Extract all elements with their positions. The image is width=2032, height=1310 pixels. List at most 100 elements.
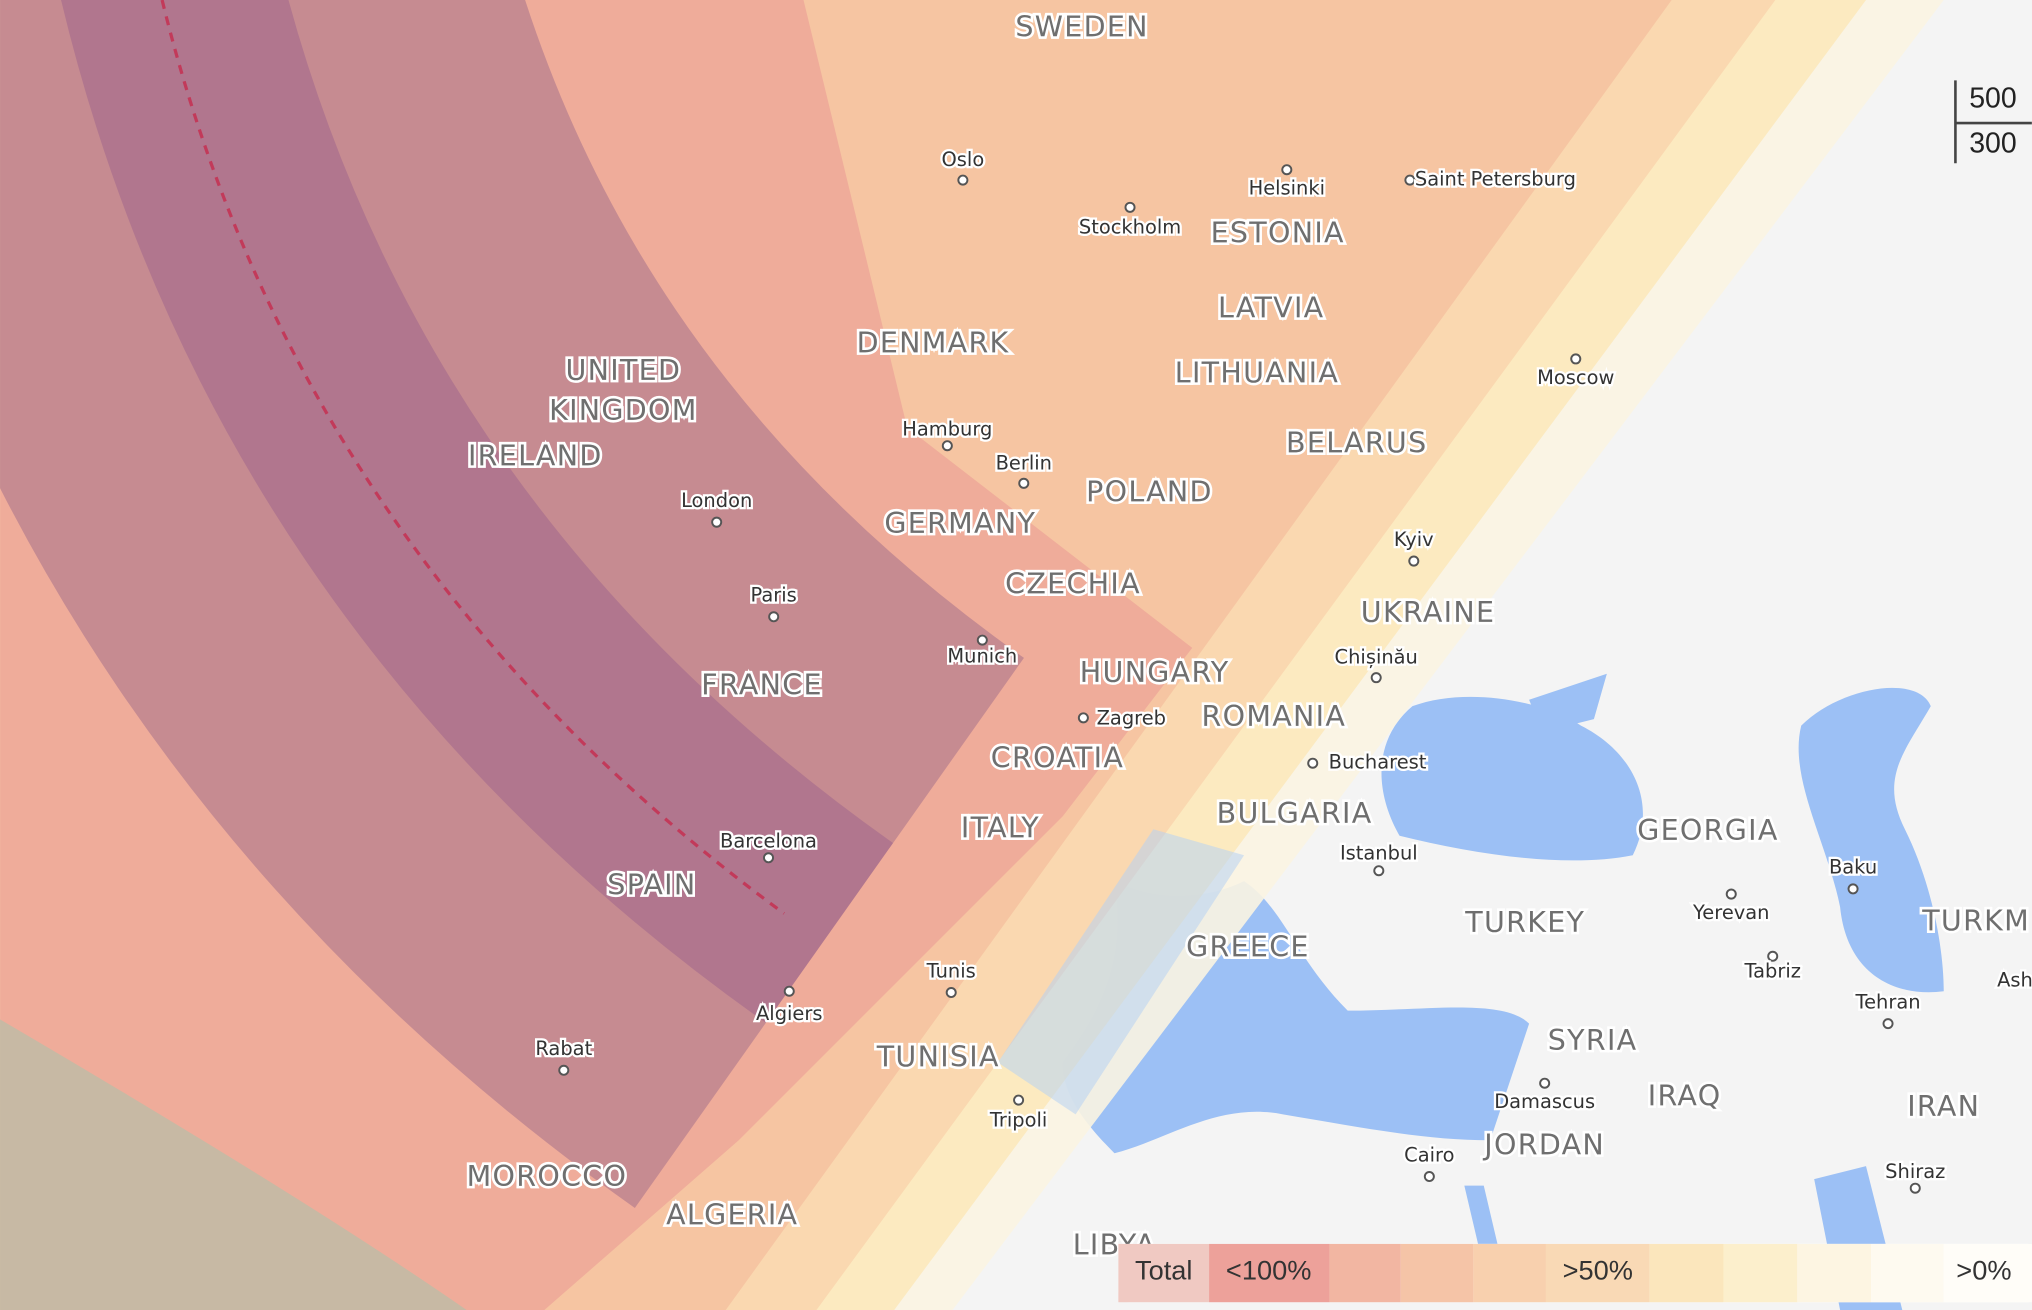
city-label: Oslo [942,148,985,171]
country-label: CROATIA [991,741,1124,774]
center-line [160,0,786,915]
city-label: Istanbul [1340,841,1418,864]
country-label: GEORGIA [1637,814,1778,847]
legend-swatch [1797,1243,1872,1303]
path-inner [61,0,894,1023]
path-outer [0,0,1026,1208]
city-label: Baku [1829,856,1877,879]
country-label: SPAIN [607,868,696,901]
legend-swatch [1400,1243,1474,1303]
city-dot [1408,555,1420,567]
city-dot [1404,174,1416,186]
country-label: SYRIA [1548,1024,1638,1057]
city-label: Hamburg [902,418,992,441]
city-label: Helsinki [1249,177,1325,200]
country-label: UKRAINE [1361,596,1496,629]
legend-label: <100% [1226,1255,1311,1286]
city-dot [1847,883,1859,895]
city-dot [1018,477,1030,489]
city-label: Ash [1997,968,2032,991]
city-dot [768,611,780,623]
country-label: ITALY [961,811,1040,844]
country-label: FRANCE [701,669,823,702]
city-label: Bucharest [1329,751,1427,774]
city-dot [941,440,953,452]
city-label: Cairo [1404,1143,1454,1166]
country-label: BULGARIA [1217,797,1373,830]
legend-swatch [1473,1243,1546,1303]
legend-label: >50% [1563,1255,1633,1286]
city-label: Kyiv [1394,528,1434,551]
city-dot [558,1064,570,1076]
city-label: Tunis [926,959,976,982]
legend-swatch [1118,1243,1210,1303]
country-label: IRAN [1907,1090,1980,1123]
city-dot [1370,672,1382,684]
city-dot [1767,950,1779,962]
city-label: Moscow [1537,366,1614,389]
city-dot [1013,1094,1025,1106]
city-dot [763,852,775,864]
city-dot [1539,1077,1551,1089]
city-label: Barcelona [720,830,817,853]
city-label: Saint Petersburg [1415,168,1576,191]
city-dot [1077,712,1089,724]
legend-swatch [1545,1243,1650,1303]
legend-swatch [1649,1243,1724,1303]
legend-swatch [1329,1243,1401,1303]
city-dot [1909,1182,1921,1194]
labels: SWEDEN UNITED KINGDOM IRELAND DENMARK ESTONIA… [464,8,2032,1264]
city-label: Yerevan [1692,901,1769,924]
city-label: Tehran [1855,990,1921,1013]
country-label: CZECHIA [1005,568,1141,601]
country-label: DENMARK [857,327,1010,360]
city-dot [976,634,988,646]
city-dot [1423,1171,1435,1183]
city-label: Zagreb [1097,707,1166,730]
city-dot [945,987,957,999]
country-label: SWEDEN [1015,11,1148,44]
country-label: HUNGARY [1080,656,1230,689]
city-dot [1570,353,1582,365]
city-label: Tripoli [989,1108,1047,1131]
legend: Total <100% >50% >0% [1118,1243,2032,1303]
country-label: UNITED [566,354,682,387]
country-label: JORDAN [1482,1129,1605,1162]
city-label: Chișinău [1335,646,1418,669]
scale-label: 500 [1969,82,2017,114]
city-label: Munich [947,644,1017,667]
band-pink [0,0,1193,1310]
city-dot [957,174,969,186]
city-dot [1373,865,1385,877]
country-label: TURKM [1921,905,2030,938]
azov-sea [1529,673,1607,733]
country-label: LATVIA [1218,292,1324,325]
city-label: Algiers [756,1002,822,1025]
country-label: LITHUANIA [1175,356,1339,389]
black-sea [1381,696,1643,861]
legend-swatch [1209,1243,1330,1303]
country-label: ROMANIA [1202,700,1347,733]
city-dot [1281,164,1293,176]
legend-title: Total [1135,1255,1192,1286]
city-label: Rabat [535,1037,592,1060]
caspian-sea [1798,687,1944,993]
country-label: GERMANY [884,507,1036,540]
city-label: Damascus [1494,1090,1595,1113]
country-label: GREECE [1186,930,1310,963]
city-dot [711,516,723,528]
city-dot [1307,757,1319,769]
band-outer [0,1019,467,1310]
country-label: KINGDOM [549,394,698,427]
country-label: TURKEY [1464,906,1585,939]
city-dot [783,985,795,997]
legend-swatch [1871,1243,1944,1303]
city-label: Stockholm [1079,216,1181,239]
country-label: POLAND [1086,476,1213,509]
country-label: BELARUS [1286,426,1427,459]
city-label: Paris [751,584,797,607]
country-label: IRAQ [1648,1079,1722,1112]
country-label: ESTONIA [1211,217,1345,250]
